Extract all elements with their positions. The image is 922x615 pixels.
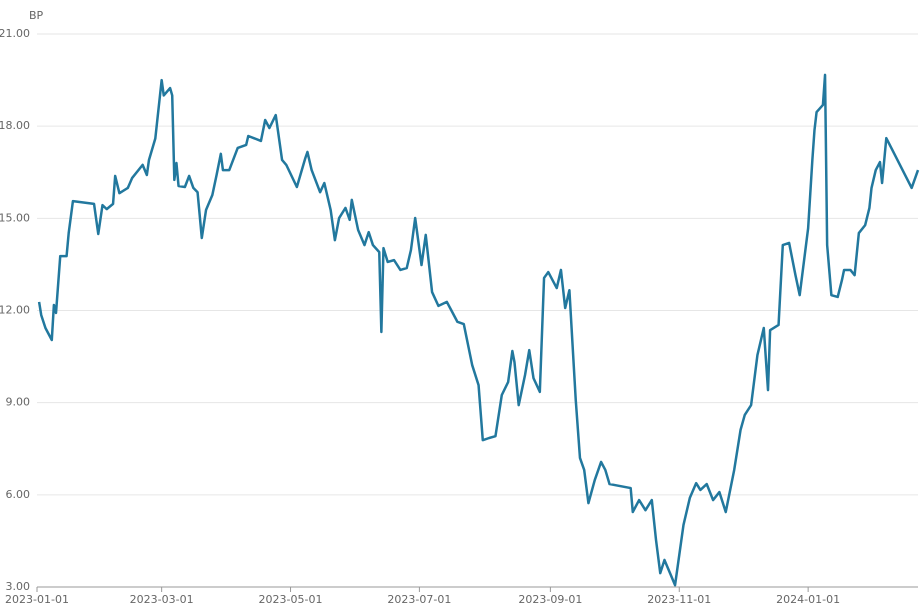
y-tick-label: 18.00 xyxy=(0,119,30,132)
x-tick-label: 2024-01-01 xyxy=(776,593,840,606)
y-tick-label: 21.00 xyxy=(0,27,30,40)
x-tick-label: 2023-03-01 xyxy=(130,593,194,606)
y-tick-label: 9.00 xyxy=(6,396,31,409)
x-tick-label: 2023-11-01 xyxy=(647,593,711,606)
y-axis-label: BP xyxy=(29,9,44,22)
y-tick-label: 6.00 xyxy=(6,488,31,501)
y-tick-label: 15.00 xyxy=(0,211,30,224)
y-tick-label: 12.00 xyxy=(0,304,30,317)
y-tick-label: 3.00 xyxy=(6,580,31,593)
x-tick-label: 2023-05-01 xyxy=(259,593,323,606)
x-tick-label: 2023-09-01 xyxy=(518,593,582,606)
x-tick-label: 2023-07-01 xyxy=(387,593,451,606)
data-line xyxy=(37,73,920,587)
x-tick-label: 2023-01-01 xyxy=(5,593,69,606)
